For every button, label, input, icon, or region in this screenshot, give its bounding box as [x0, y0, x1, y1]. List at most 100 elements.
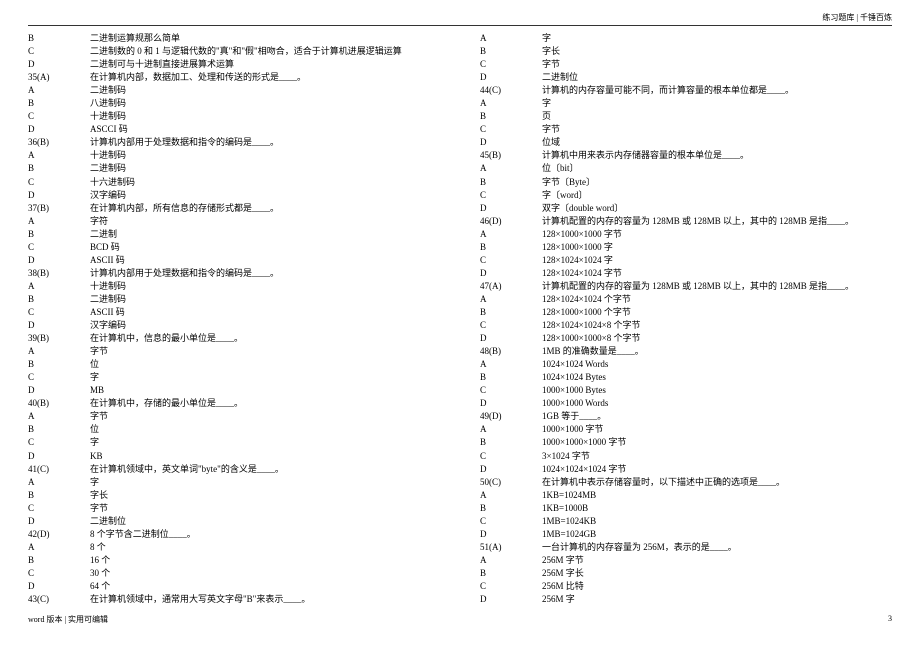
- row-text: 3×1024 字节: [542, 450, 892, 463]
- question-row: A字节: [28, 410, 440, 423]
- row-label: 48(B): [480, 345, 542, 358]
- row-text: 十进制码: [90, 280, 440, 293]
- row-text: 字节: [542, 123, 892, 136]
- row-text: 汉字编码: [90, 189, 440, 202]
- row-text: ASCII 码: [90, 306, 440, 319]
- question-row: 40(B)在计算机中，存储的最小单位是____。: [28, 397, 440, 410]
- question-row: 49(D)1GB 等于____。: [480, 410, 892, 423]
- row-text: MB: [90, 384, 440, 397]
- row-label: C: [28, 110, 90, 123]
- question-row: 38(B)计算机内部用于处理数据和指令的编码是____。: [28, 267, 440, 280]
- row-text: 二进制码: [90, 293, 440, 306]
- question-row: 48(B)1MB 的准确数量是____。: [480, 345, 892, 358]
- question-row: A256M 字节: [480, 554, 892, 567]
- row-label: 40(B): [28, 397, 90, 410]
- row-text: 计算机的内存容量可能不同，而计算容量的根本单位都是____。: [542, 84, 892, 97]
- row-text: 在计算机中表示存储容量时，以下描述中正确的选项是____。: [542, 476, 892, 489]
- question-row: C字: [28, 436, 440, 449]
- question-row: B字长: [480, 45, 892, 58]
- row-text: 八进制码: [90, 97, 440, 110]
- question-row: D256M 字: [480, 593, 892, 606]
- row-label: 45(B): [480, 149, 542, 162]
- row-label: A: [480, 228, 542, 241]
- row-label: C: [480, 254, 542, 267]
- question-row: B字节〔Byte〕: [480, 176, 892, 189]
- footer-left-text: word 版本 | 实用可编辑: [28, 614, 108, 625]
- row-label: C: [28, 371, 90, 384]
- question-row: B页: [480, 110, 892, 123]
- row-label: C: [28, 241, 90, 254]
- question-row: A128×1024×1024 个字节: [480, 293, 892, 306]
- row-text: 1024×1024×1024 字节: [542, 463, 892, 476]
- row-label: B: [28, 97, 90, 110]
- row-label: D: [28, 319, 90, 332]
- row-label: D: [480, 202, 542, 215]
- row-text: 8 个字节含二进制位____。: [90, 528, 440, 541]
- header-right-text: 练习题库 | 千锤百炼: [822, 13, 892, 22]
- row-text: 二进制: [90, 228, 440, 241]
- row-label: D: [480, 463, 542, 476]
- question-row: A1024×1024 Words: [480, 358, 892, 371]
- row-label: B: [28, 293, 90, 306]
- row-label: D: [28, 254, 90, 267]
- row-text: 1KB=1024MB: [542, 489, 892, 502]
- question-row: 47(A)计算机配置的内存的容量为 128MB 或 128MB 以上，其中的 1…: [480, 280, 892, 293]
- row-text: 十进制码: [90, 149, 440, 162]
- row-label: A: [28, 410, 90, 423]
- row-label: 44(C): [480, 84, 542, 97]
- question-row: A字符: [28, 215, 440, 228]
- row-text: 1MB 的准确数量是____。: [542, 345, 892, 358]
- question-row: A十进制码: [28, 149, 440, 162]
- row-text: 128×1024×1024 字节: [542, 267, 892, 280]
- question-row: 41(C)在计算机领域中，英文单词"byte"的含义是____。: [28, 463, 440, 476]
- row-label: 43(C): [28, 593, 90, 606]
- row-text: 位域: [542, 136, 892, 149]
- row-label: 35(A): [28, 71, 90, 84]
- row-text: 双字〔double word〕: [542, 202, 892, 215]
- row-text: KB: [90, 450, 440, 463]
- question-row: A字: [480, 32, 892, 45]
- question-row: D二进制可与十进制直接进展算术运算: [28, 58, 440, 71]
- row-label: B: [480, 567, 542, 580]
- page-footer: word 版本 | 实用可编辑 3: [28, 614, 892, 625]
- question-row: A字: [480, 97, 892, 110]
- question-row: C128×1024×1024×8 个字节: [480, 319, 892, 332]
- question-row: C1000×1000 Bytes: [480, 384, 892, 397]
- question-row: D二进制位: [480, 71, 892, 84]
- row-label: C: [480, 384, 542, 397]
- row-label: A: [480, 423, 542, 436]
- row-text: 计算机中用来表示内存储器容量的根本单位是____。: [542, 149, 892, 162]
- row-label: C: [28, 176, 90, 189]
- question-row: A十进制码: [28, 280, 440, 293]
- question-row: C字节: [28, 502, 440, 515]
- row-text: 字节〔Byte〕: [542, 176, 892, 189]
- question-row: C字: [28, 371, 440, 384]
- row-text: 计算机内部用于处理数据和指令的编码是____。: [90, 267, 440, 280]
- question-row: D汉字编码: [28, 189, 440, 202]
- question-row: C30 个: [28, 567, 440, 580]
- question-row: A8 个: [28, 541, 440, 554]
- row-label: A: [28, 84, 90, 97]
- question-row: D1024×1024×1024 字节: [480, 463, 892, 476]
- question-row: B八进制码: [28, 97, 440, 110]
- row-text: 汉字编码: [90, 319, 440, 332]
- row-label: D: [28, 123, 90, 136]
- row-label: A: [28, 149, 90, 162]
- row-text: 字节: [542, 58, 892, 71]
- question-row: B256M 字长: [480, 567, 892, 580]
- row-label: B: [480, 176, 542, 189]
- row-text: 字节: [90, 410, 440, 423]
- row-label: A: [28, 215, 90, 228]
- row-label: C: [480, 123, 542, 136]
- row-label: C: [480, 450, 542, 463]
- question-row: B二进制运算规那么简单: [28, 32, 440, 45]
- page-header: 练习题库 | 千锤百炼: [28, 12, 892, 26]
- question-row: 50(C)在计算机中表示存储容量时，以下描述中正确的选项是____。: [480, 476, 892, 489]
- row-text: 128×1000×1000 字节: [542, 228, 892, 241]
- row-text: 在计算机领域中，通常用大写英文字母"B"来表示____。: [90, 593, 440, 606]
- question-row: D1MB=1024GB: [480, 528, 892, 541]
- question-row: D位域: [480, 136, 892, 149]
- left-column: B二进制运算规那么简单C二进制数的 0 和 1 与逻辑代数的"真"和"假"相吻合…: [28, 32, 440, 606]
- row-text: 8 个: [90, 541, 440, 554]
- question-row: B1000×1000×1000 字节: [480, 436, 892, 449]
